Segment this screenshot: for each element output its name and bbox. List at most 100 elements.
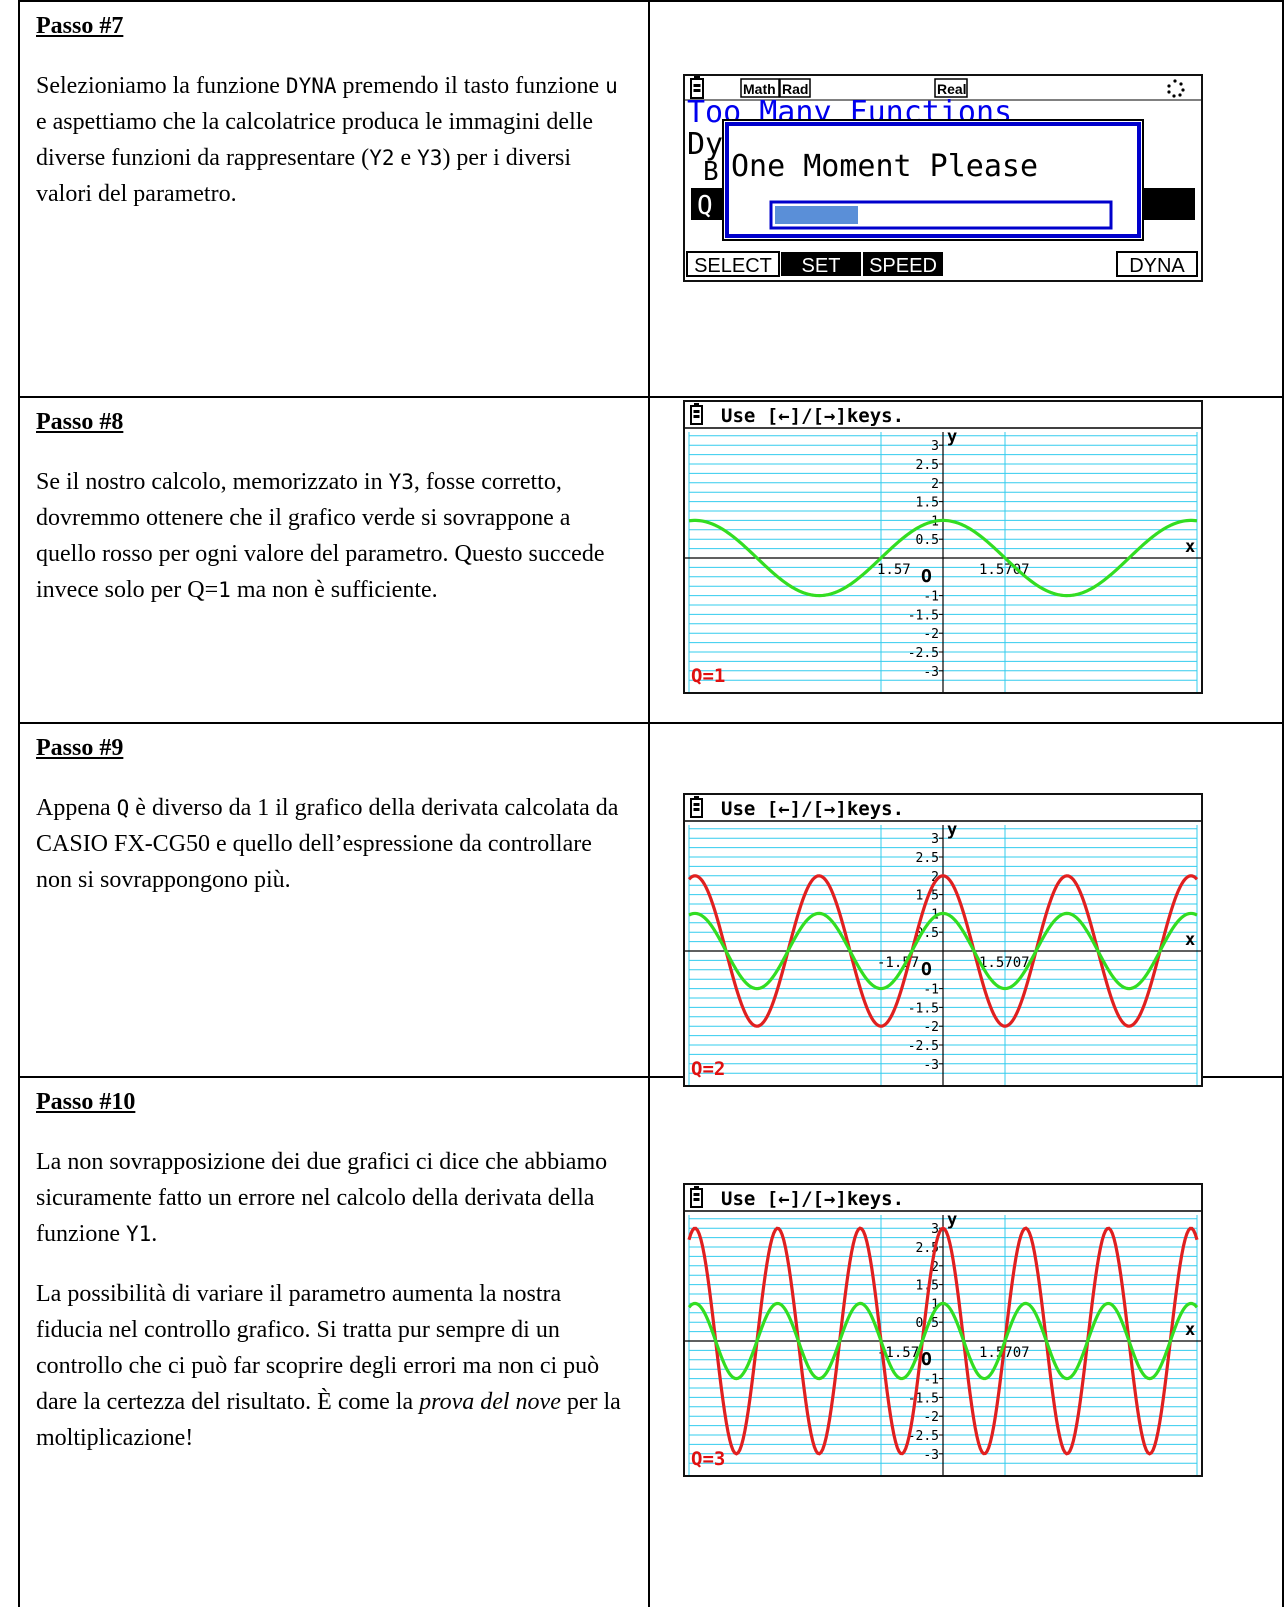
y-tick-label: 0.5: [916, 533, 939, 548]
y-tick-label: 2: [931, 1260, 939, 1275]
y-tick-label: -1.5: [908, 608, 939, 623]
step-10-cell: Passo #10 La non sovrapposizione dei due…: [18, 1076, 648, 1456]
text-run: Appena: [36, 795, 117, 821]
origin-label: O: [921, 959, 932, 980]
y-tick-label: -2.5: [908, 646, 939, 661]
step-paragraph: Selezioniamo la funzione DYNA premendo i…: [36, 68, 630, 212]
text-run: , fosse corretto, dovremmo ottenere che …: [36, 469, 605, 603]
background-line: Q: [697, 191, 713, 221]
y-tick-label: 3: [931, 439, 939, 454]
y-tick-label: 2.5: [916, 851, 939, 866]
x-tick-label: 1.5707: [979, 562, 1030, 578]
y-tick-label: -3: [923, 665, 939, 680]
text-run: La possibilità di variare il parametro a…: [36, 1281, 600, 1415]
y-tick-label: -1.5: [908, 1391, 939, 1406]
svg-text:DYNA: DYNA: [1129, 255, 1185, 277]
svg-text:Rad: Rad: [782, 81, 808, 97]
y-tick-label: 1: [931, 1297, 939, 1312]
softkey-speed[interactable]: SPEED: [863, 252, 943, 277]
step-title: Passo #7: [36, 13, 124, 39]
graph-header-hint: Use [←]/[→]keys.: [721, 798, 904, 820]
y-tick-label: -3: [923, 1058, 939, 1073]
graph-screenshot-q3: Use [←]/[→]keys. 3 2.5 2 1.5 1 0.5 -1 -1.5 -2 -2.5…: [683, 1183, 1203, 1477]
softkey-dyna[interactable]: DYNA: [1116, 251, 1198, 277]
y-tick-label: -1: [923, 1373, 939, 1388]
status-badge-math: Math: [740, 78, 780, 98]
y-tick-label: -1: [923, 590, 939, 605]
text-run: premendo il tasto funzione: [336, 73, 606, 99]
origin-label: O: [921, 1349, 932, 1370]
step-title: Passo #8: [36, 409, 124, 435]
step-8-cell: Passo #8 Se il nostro calcolo, memorizza…: [18, 396, 648, 608]
graph-screenshot-q2: Use [←]/[→]keys. 3 2.5 2 1.5 1 0.5 -1 -1.5 -2 -2.5…: [683, 793, 1203, 1087]
origin-label: O: [921, 566, 932, 587]
text-run: ma non è sufficiente.: [230, 577, 438, 603]
step-title: Passo #10: [36, 1089, 136, 1115]
red-curve: [687, 1226, 1199, 1456]
dialog-message: One Moment Please: [731, 149, 1038, 184]
battery-icon: [690, 403, 703, 425]
svg-text:Real: Real: [937, 81, 967, 97]
text-run: è diverso da 1 il grafico della derivata…: [36, 795, 619, 893]
softkey-set[interactable]: SET: [781, 252, 861, 277]
graph-header-hint: Use [←]/[→]keys.: [721, 1188, 904, 1210]
text-run: per la moltiplicazione!: [36, 1389, 621, 1451]
y-tick-label: -2: [923, 627, 939, 642]
svg-text:SPEED: SPEED: [869, 255, 937, 277]
y-tick-label: -2.5: [908, 1429, 939, 1444]
y-tick-label: -3: [923, 1448, 939, 1463]
text-run: Selezioniamo la funzione: [36, 73, 286, 99]
row-divider-3: [18, 1076, 1284, 1078]
y-axis-label: y: [947, 1210, 957, 1230]
step-paragraph: La non sovrapposizione dei due grafici c…: [36, 1144, 630, 1252]
inline-code: DYNA: [285, 74, 337, 98]
battery-icon: [690, 796, 703, 818]
inline-code: Y2: [369, 146, 395, 170]
table-border-left: [18, 0, 20, 1607]
table-border-right: [1282, 0, 1284, 1607]
green-curve: [687, 1301, 1199, 1381]
document-table: Passo #7 Selezioniamo la funzione DYNA p…: [18, 0, 1284, 1607]
emphasis-text: prova del nove: [419, 1389, 561, 1415]
parameter-label: Q=2: [691, 1058, 725, 1080]
status-badge-real: Real: [934, 78, 968, 98]
svg-text:SELECT: SELECT: [694, 255, 772, 277]
y-tick-label: -2: [923, 1410, 939, 1425]
progress-bar-fill: [775, 206, 858, 224]
progress-dialog: One Moment Please: [722, 119, 1144, 241]
svg-text:Math: Math: [743, 81, 776, 97]
row-divider-2: [18, 722, 1284, 724]
svg-text:SET: SET: [802, 255, 841, 277]
table-border-top: [18, 0, 1284, 2]
y-tick-label: 3: [931, 832, 939, 847]
text-run: .: [151, 1221, 158, 1247]
x-axis-label: x: [1185, 930, 1195, 950]
step-paragraph: La possibilità di variare il parametro a…: [36, 1276, 630, 1456]
green-curve: [688, 518, 1198, 598]
softkey-select[interactable]: SELECT: [686, 251, 780, 277]
busy-indicator-icon: [1167, 79, 1185, 98]
text-run: e: [394, 145, 418, 171]
inline-code: u: [605, 74, 618, 98]
step-paragraph: Appena Q è diverso da 1 il grafico della…: [36, 790, 630, 898]
background-line: B: [703, 157, 719, 187]
table-border-middle: [648, 0, 650, 1607]
text-run: La non sovrapposizione dei due grafici c…: [36, 1149, 608, 1247]
red-curve: [687, 874, 1199, 1028]
dyna-progress-screenshot: Math Rad Real Too Many Functions Dy B Q …: [683, 74, 1203, 282]
graph-screenshot-q1: Use [←]/[→]keys. 3 2.5 2 1.5 1 0.5 -1 -1.5 -2 -2.5…: [683, 400, 1203, 694]
y-tick-label: -2.5: [908, 1039, 939, 1054]
inline-code: Y3: [417, 146, 443, 170]
y-tick-label: -1: [923, 983, 939, 998]
step-title: Passo #9: [36, 735, 124, 761]
x-tick-label: -1.57: [877, 955, 919, 971]
row-divider-1: [18, 396, 1284, 398]
y-axis-label: y: [947, 820, 957, 840]
inline-code: Y3: [388, 470, 414, 494]
y-tick-label: 2: [931, 477, 939, 492]
green-curve: [688, 911, 1198, 991]
step-paragraph: Se il nostro calcolo, memorizzato in Y3,…: [36, 464, 630, 608]
y-tick-label: 0.5: [916, 926, 939, 941]
text-run: ) per i diversi valori del parametro.: [36, 145, 572, 207]
y-tick-label: 3: [931, 1222, 939, 1237]
